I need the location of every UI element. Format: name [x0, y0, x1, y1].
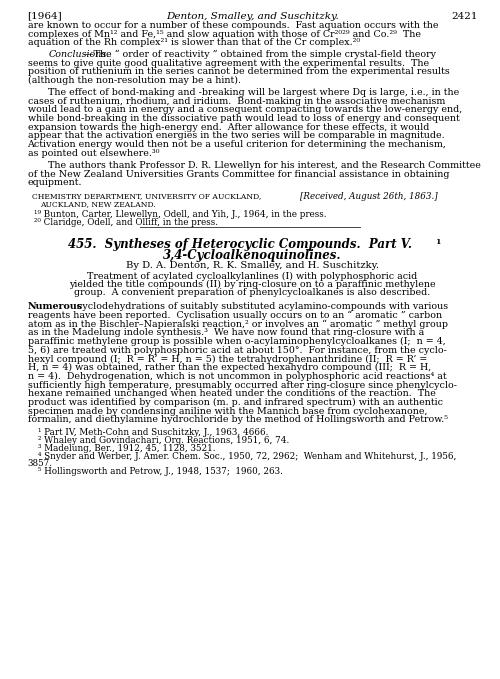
- Text: would lead to a gain in energy and a consequent compacting towards the low-energ: would lead to a gain in energy and a con…: [28, 105, 462, 114]
- Text: paraffinic methylene group is possible when o-acylaminophenylcycloalkanes (I;  n: paraffinic methylene group is possible w…: [28, 337, 446, 346]
- Text: ¹⁹ Bunton, Carter, Llewellyn, Odell, and Yih, J., 1964, in the press.: ¹⁹ Bunton, Carter, Llewellyn, Odell, and…: [34, 210, 326, 219]
- Text: appear that the activation energies in the two series will be comparable in magn: appear that the activation energies in t…: [28, 132, 444, 141]
- Text: Denton, Smalley, and Suschitzky.: Denton, Smalley, and Suschitzky.: [166, 12, 339, 20]
- Text: hexyl compound (I;  R = R’ = H, n = 5) the tetrahydrophenanthridine (II;  R = R’: hexyl compound (I; R = R’ = H, n = 5) th…: [28, 354, 427, 364]
- Text: expansion towards the high-energy end.  After allowance for these effects, it wo: expansion towards the high-energy end. A…: [28, 123, 429, 132]
- Text: while bond-breaking in the dissociative path would lead to loss of energy and co: while bond-breaking in the dissociative …: [28, 114, 459, 123]
- Text: Conclusions.: Conclusions.: [48, 50, 110, 59]
- Text: cyclodehydrations of suitably substituted acylamino-compounds with various: cyclodehydrations of suitably substitute…: [74, 302, 448, 312]
- Text: ⁴ Snyder and Werber, J. Amer. Chem. Soc., 1950, 72, 2962;  Wenham and Whitehurst: ⁴ Snyder and Werber, J. Amer. Chem. Soc.…: [38, 452, 456, 460]
- Text: specimen made by condensing aniline with the Mannich base from cyclohexanone,: specimen made by condensing aniline with…: [28, 407, 427, 416]
- Text: —The “ order of reactivity ” obtained from the simple crystal-field theory: —The “ order of reactivity ” obtained fr…: [84, 50, 436, 59]
- Text: as pointed out elsewhere.³⁰: as pointed out elsewhere.³⁰: [28, 149, 159, 158]
- Text: 2421: 2421: [451, 12, 477, 20]
- Text: (although the non-resolution may be a hint).: (although the non-resolution may be a hi…: [28, 76, 240, 85]
- Text: ¹ Part IV, Meth-Cohn and Suschitzky, J., 1963, 4666.: ¹ Part IV, Meth-Cohn and Suschitzky, J.,…: [38, 428, 268, 437]
- Text: ³ Madelung, Ber., 1912, 45, 1128, 3521.: ³ Madelung, Ber., 1912, 45, 1128, 3521.: [38, 444, 215, 453]
- Text: ² Whaley and Govindachari, Org. Reactions, 1951, 6, 74.: ² Whaley and Govindachari, Org. Reaction…: [38, 436, 289, 445]
- Text: [1964]: [1964]: [28, 12, 62, 20]
- Text: The effect of bond-making and -breaking will be largest where Dq is large, i.e.,: The effect of bond-making and -breaking …: [48, 88, 460, 97]
- Text: 1: 1: [435, 238, 440, 246]
- Text: complexes of Mn¹² and Fe,¹⁵ and slow aquation with those of Cr²⁰²⁹ and Co.²⁹  Th: complexes of Mn¹² and Fe,¹⁵ and slow aqu…: [28, 30, 420, 39]
- Text: cases of ruthenium, rhodium, and iridium.  Bond-making in the associative mechan: cases of ruthenium, rhodium, and iridium…: [28, 96, 445, 106]
- Text: atom as in the Bischler–Napieralski reaction,² or involves an “ aromatic ” methy: atom as in the Bischler–Napieralski reac…: [28, 320, 448, 329]
- Text: Numerous: Numerous: [28, 302, 82, 312]
- Text: 3857.: 3857.: [28, 460, 52, 469]
- Text: By D. A. Denton, R. K. Smalley, and H. Suschitzky.: By D. A. Denton, R. K. Smalley, and H. S…: [126, 261, 379, 270]
- Text: 3,4-Cycloalkenoquinolines.: 3,4-Cycloalkenoquinolines.: [163, 249, 342, 262]
- Text: as in the Madelung indole synthesis.³  We have now found that ring-closure with : as in the Madelung indole synthesis.³ We…: [28, 329, 424, 337]
- Text: CHEMISTRY DEPARTMENT, UNIVERSITY OF AUCKLAND,: CHEMISTRY DEPARTMENT, UNIVERSITY OF AUCK…: [32, 192, 262, 200]
- Text: group.  A convenient preparation of phenylcycloalkanes is also described.: group. A convenient preparation of pheny…: [74, 289, 430, 297]
- Text: 5, 6) are treated with polyphosphoric acid at about 150°.  For instance, from th: 5, 6) are treated with polyphosphoric ac…: [28, 346, 446, 355]
- Text: Treatment of acylated cycloalkylanlines (I) with polyphosphoric acid: Treatment of acylated cycloalkylanlines …: [88, 272, 417, 280]
- Text: seems to give quite good qualitative agreement with the experimental results.  T: seems to give quite good qualitative agr…: [28, 58, 428, 67]
- Text: Activation energy would then not be a useful criterion for determining the mecha: Activation energy would then not be a us…: [28, 140, 446, 149]
- Text: n = 4).  Dehydrogenation, which is not uncommon in polyphosphoric acid reactions: n = 4). Dehydrogenation, which is not un…: [28, 372, 446, 381]
- Text: reagents have been reported.  Cyclisation usually occurs on to an “ aromatic ” c: reagents have been reported. Cyclisation…: [28, 311, 442, 320]
- Text: of the New Zealand Universities Grants Committee for financial assistance in obt: of the New Zealand Universities Grants C…: [28, 170, 449, 179]
- Text: sufficiently high temperature, presumably occurred after ring-closure since phen: sufficiently high temperature, presumabl…: [28, 381, 456, 390]
- Text: yielded the title compounds (II) by ring-closure on to a paraffinic methylene: yielded the title compounds (II) by ring…: [69, 280, 436, 289]
- Text: 455.  Syntheses of Heterocyclic Compounds.  Part V.: 455. Syntheses of Heterocyclic Compounds…: [68, 238, 412, 251]
- Text: formalin, and diethylamine hydrochloride by the method of Hollingsworth and Petr: formalin, and diethylamine hydrochloride…: [28, 416, 448, 424]
- Text: ⁵ Hollingsworth and Petrow, J., 1948, 1537;  1960, 263.: ⁵ Hollingsworth and Petrow, J., 1948, 15…: [38, 467, 282, 476]
- Text: AUCKLAND, NEW ZEALAND.: AUCKLAND, NEW ZEALAND.: [40, 200, 156, 208]
- Text: hexane remained unchanged when heated under the conditions of the reaction.  The: hexane remained unchanged when heated un…: [28, 389, 436, 399]
- Text: [Received, August 26th, 1863.]: [Received, August 26th, 1863.]: [300, 192, 438, 202]
- Text: product was identified by comparison (m. p. and infrared spectrum) with an authe: product was identified by comparison (m.…: [28, 398, 442, 407]
- Text: H, n = 4) was obtained, rather than the expected hexahydro compound (III;  R = H: H, n = 4) was obtained, rather than the …: [28, 363, 431, 372]
- Text: position of ruthenium in the series cannot be determined from the experimental r: position of ruthenium in the series cann…: [28, 67, 449, 76]
- Text: The authors thank Professor D. R. Llewellyn for his interest, and the Research C: The authors thank Professor D. R. Llewel…: [48, 161, 482, 170]
- Text: aquation of the Rh complex²¹ is slower than that of the Cr complex.²⁰: aquation of the Rh complex²¹ is slower t…: [28, 39, 359, 48]
- Text: are known to occur for a number of these compounds.  Fast aquation occurs with t: are known to occur for a number of these…: [28, 21, 438, 30]
- Text: equipment.: equipment.: [28, 179, 82, 187]
- Text: ²⁰ Claridge, Odell, and Olliff, in the press.: ²⁰ Claridge, Odell, and Olliff, in the p…: [34, 218, 218, 227]
